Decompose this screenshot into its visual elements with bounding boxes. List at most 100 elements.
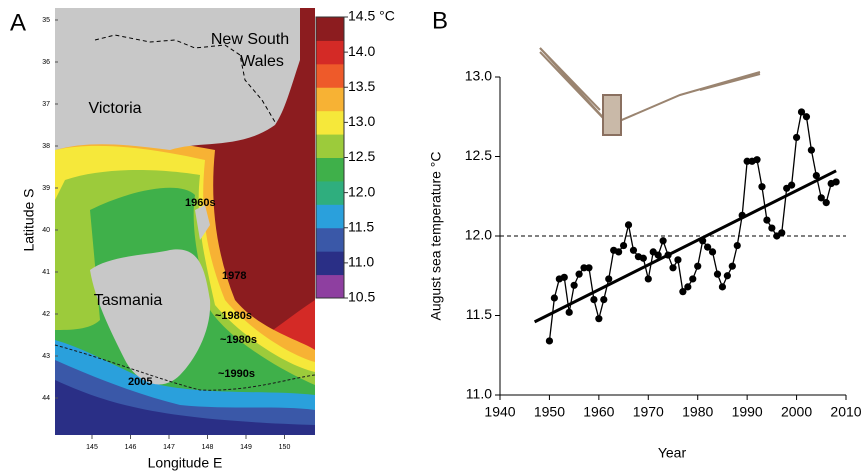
colorbar-segment (316, 134, 344, 158)
data-point (585, 264, 593, 272)
y-tick-label: 42 (42, 311, 50, 318)
map-band (55, 380, 315, 435)
map-label: Victoria (88, 100, 141, 117)
data-point (778, 229, 786, 237)
y-tick-label: 11.0 (466, 386, 492, 402)
y-tick-label: 38 (42, 143, 50, 150)
data-point (619, 241, 628, 250)
y-tick-label: 12.0 (465, 227, 492, 243)
data-point (654, 251, 662, 259)
colorbar-segment (316, 110, 344, 135)
x-tick-label: 2010 (830, 404, 861, 420)
y-tick-label: 12.5 (465, 147, 492, 163)
data-point (768, 224, 776, 232)
data-point (580, 264, 588, 272)
colorbar-segment (316, 251, 344, 276)
colorbar-tick-label: 13.5 (348, 78, 375, 94)
data-point (590, 296, 598, 304)
colorbar-tick-label: 11.0 (348, 254, 374, 270)
map-border (94, 34, 276, 123)
data-point (792, 133, 801, 142)
data-point (684, 283, 692, 291)
map-label: 1978 (222, 270, 246, 282)
x-tick-label: 148 (202, 444, 214, 451)
map-label: Tasmania (94, 292, 163, 309)
data-point (743, 157, 751, 165)
colorbar-segment (316, 157, 344, 182)
map (54, 8, 316, 436)
x-tick-label: 150 (279, 444, 291, 451)
x-tick-label: 1940 (484, 404, 515, 420)
map-label: ~1980s (220, 334, 257, 346)
data-point (802, 113, 811, 121)
map-label: 2005 (128, 376, 152, 388)
data-point (708, 248, 717, 256)
colorbar-segment (316, 17, 344, 41)
data-point (575, 270, 583, 278)
colorbar-segment (316, 227, 344, 252)
trend-line (533, 169, 837, 324)
data-point (694, 262, 702, 270)
data-point (718, 283, 727, 291)
y-tick-label: 37 (42, 101, 50, 108)
colorbar-segment (316, 274, 344, 299)
colorbar-segment (316, 180, 344, 205)
colorbar-tick-label: 10.5 (348, 289, 375, 305)
data-point (560, 273, 568, 281)
data-point (629, 246, 638, 254)
x-tick-label: 146 (125, 444, 137, 451)
colorbar-tick-label: 14.0 (348, 43, 375, 59)
data-point (545, 337, 554, 345)
x-axis-title: Year (658, 445, 687, 461)
data-point (733, 241, 741, 250)
data-point (822, 199, 830, 207)
y-tick-label: 44 (42, 395, 50, 402)
colorbar-segment (316, 204, 344, 229)
series-line (548, 110, 837, 342)
data-point (679, 288, 687, 296)
y-axis-title: Latitude S (21, 188, 37, 251)
y-axis-title: August sea temperature °C (428, 151, 444, 320)
data-point (807, 146, 816, 154)
data-point (723, 272, 731, 280)
y-tick-label: 43 (42, 353, 50, 360)
data-point (595, 315, 603, 323)
map-label: ~1980s (215, 310, 252, 322)
y-tick-label: 35 (42, 17, 50, 24)
isotherm (54, 344, 316, 391)
data-point (753, 156, 761, 164)
x-tick-label: 145 (86, 444, 98, 451)
colorbar-tick-label: 14.5 °C (348, 8, 395, 24)
data-point (605, 275, 613, 283)
y-tick-label: 36 (42, 59, 50, 66)
colorbar-segment (316, 63, 344, 88)
x-tick-label: 2000 (781, 404, 812, 420)
panel-label: A (10, 9, 26, 36)
x-tick-label: 1950 (534, 404, 565, 420)
colorbar-segment (316, 87, 344, 112)
data-point (550, 294, 558, 302)
x-tick-label: 147 (163, 444, 175, 451)
data-point (659, 237, 667, 245)
data-point (644, 275, 652, 283)
colorbar-segment (316, 40, 344, 65)
data-point (812, 171, 820, 180)
panel-label: B (432, 7, 448, 34)
data-point (570, 281, 578, 289)
colorbar-tick-label: 12.0 (348, 183, 375, 199)
x-tick-label: 1990 (732, 404, 763, 420)
map-label: 1960s (185, 197, 216, 209)
data-point (817, 194, 825, 202)
colorbar-tick-label: 13.0 (348, 113, 375, 129)
y-tick-label: 13.0 (465, 68, 492, 84)
y-tick-label: 40 (42, 227, 50, 234)
data-point (674, 256, 682, 264)
map-land (90, 249, 211, 385)
y-tick-label: 39 (42, 185, 50, 192)
moth-illustration (539, 47, 761, 136)
y-tick-label: 11.5 (466, 306, 492, 322)
data-point (600, 296, 608, 304)
data-point (832, 178, 840, 186)
data-point (669, 264, 677, 272)
